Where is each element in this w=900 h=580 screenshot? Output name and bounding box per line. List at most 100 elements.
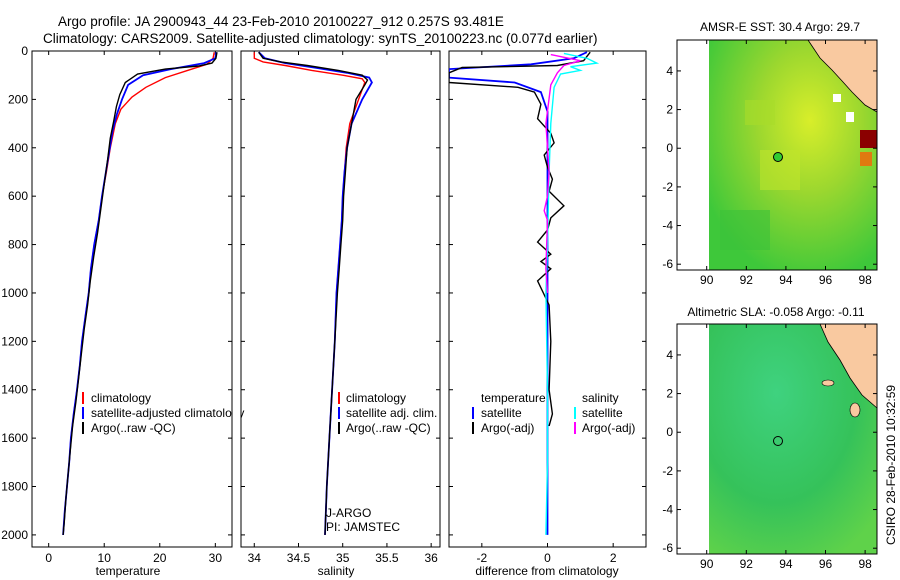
map-x-tick-label: 94 [779,273,793,287]
legend-label-satellite: satellite-adjusted climatology [91,406,244,420]
temperature-axes [31,50,233,548]
sumatra-coastline [819,323,878,409]
legend-label-temp-satellite: satellite [481,406,522,420]
map-y-tick-label: 2 [666,387,673,401]
sumatra-land [820,324,877,408]
map-y-tick-label: -4 [662,503,673,517]
sst-patch [720,210,770,250]
salinity-legend: climatology satellite adj. clim. Argo(..… [326,391,437,534]
series-line [449,51,588,535]
map-y-tick-label: -6 [662,541,673,555]
sla-map-frame [676,323,878,555]
salinity-xlabel: salinity [318,564,355,578]
sla-map [676,323,878,555]
x-tick-label: 0 [45,551,52,565]
series-line [545,52,600,535]
difference-series [449,51,600,535]
y-tick-label: 1400 [1,383,28,397]
series-line [449,51,591,427]
argo-float-marker [773,152,783,162]
y-tick-label: 1800 [1,480,28,494]
y-tick-label: 1000 [1,286,28,300]
legend-label-sal-satellite: satellite [582,406,623,420]
argo-float-marker [773,436,783,446]
y-tick-label: 200 [8,92,28,106]
x-tick-label: 30 [209,551,223,565]
sst-patch [745,100,775,125]
sst-map-frame [676,39,878,271]
x-tick-label: 34.5 [287,551,311,565]
difference-legend: temperature salinity satellite Argo(-adj… [472,391,635,435]
y-tick-label: 1600 [1,431,28,445]
legend-label-argo: Argo(..raw -QC) [91,421,176,435]
x-tick-label: 35.5 [375,551,399,565]
map-y-tick-label: 4 [666,64,673,78]
x-tick-label: 34 [248,551,262,565]
map-x-tick-label: 90 [700,557,714,571]
map-y-tick-label: 2 [666,103,673,117]
salinity-axes [240,50,441,548]
x-tick-label: 35 [336,551,350,565]
series-line [258,51,373,535]
annotation-jargo: J-ARGO [326,506,371,520]
y-tick-label: 2000 [1,528,28,542]
map-x-tick-label: 94 [779,557,793,571]
difference-xlabel: difference from climatology [475,564,618,578]
map-x-tick-label: 92 [740,273,754,287]
credit-stamp: CSIRO 28-Feb-2010 10:32:59 [884,385,898,545]
sst-map [676,39,878,271]
legend-label-sal-argo: Argo(-adj) [582,421,635,435]
island [821,379,835,387]
map-y-tick-label: -4 [662,219,673,233]
series-line [62,52,218,535]
series-line [253,52,366,535]
map-y-tick-label: -2 [662,464,673,478]
sst-warm-cell [860,152,872,166]
x-tick-label: 0 [544,551,551,565]
sumatra-coastline [807,39,878,113]
title-line-2: Climatology: CARS2009. Satellite-adjuste… [43,31,598,46]
map-y-tick-label: 0 [666,425,673,439]
sst-map-title: AMSR-E SST: 30.4 Argo: 29.7 [700,20,860,34]
map-y-tick-label: 0 [666,141,673,155]
series-line [62,52,215,535]
legend-header-salinity: salinity [582,391,619,405]
map-y-tick-label: -2 [662,180,673,194]
sst-missing-cell [833,94,841,102]
legend-label-satellite: satellite adj. clim. [346,406,437,420]
sst-map-ticks: 90 92 94 96 98 -6 -4 -2 0 2 4 [662,40,877,287]
series-line [62,52,218,535]
legend-label-climatology: climatology [91,391,151,405]
map-x-tick-label: 92 [740,557,754,571]
island [849,402,861,418]
tick-marks: 0 10 20 30 34 34.5 35 35.5 36 -2 0 2 [32,50,646,565]
legend-overflow-mask [232,395,241,440]
legend-header-temperature: temperature [481,391,546,405]
temperature-legend: climatology satellite-adjusted climatolo… [82,391,244,435]
series-line [258,51,369,535]
x-tick-label: -2 [476,551,487,565]
series-line [543,53,581,294]
map-x-tick-label: 98 [858,557,872,571]
y-tick-label: 0 [21,44,28,58]
sla-map-title: Altimetric SLA: -0.058 Argo: -0.11 [687,305,865,319]
y-tick-label: 800 [8,238,28,252]
legend-label-temp-argo: Argo(-adj) [481,421,534,435]
sst-missing-cell [846,112,854,122]
salinity-series [253,51,373,535]
map-x-tick-label: 96 [819,273,833,287]
map-x-tick-label: 98 [858,273,872,287]
y-tick-label: 1200 [1,334,28,348]
map-x-tick-label: 90 [700,273,714,287]
legend-label-climatology: climatology [346,391,406,405]
x-tick-label: 2 [610,551,617,565]
temperature-series [62,52,218,535]
x-tick-label: 20 [153,551,167,565]
temperature-xlabel: temperature [96,564,161,578]
y-tick-label: 600 [8,189,28,203]
sumatra-land [808,40,877,112]
sla-map-ticks: 90 92 94 96 98 -6 -4 -2 0 2 4 [662,324,877,571]
y-tick-label: 400 [8,141,28,155]
depth-tick-labels: 0 200 400 600 800 1000 1200 1400 1600 1800 2000 [1,44,28,542]
